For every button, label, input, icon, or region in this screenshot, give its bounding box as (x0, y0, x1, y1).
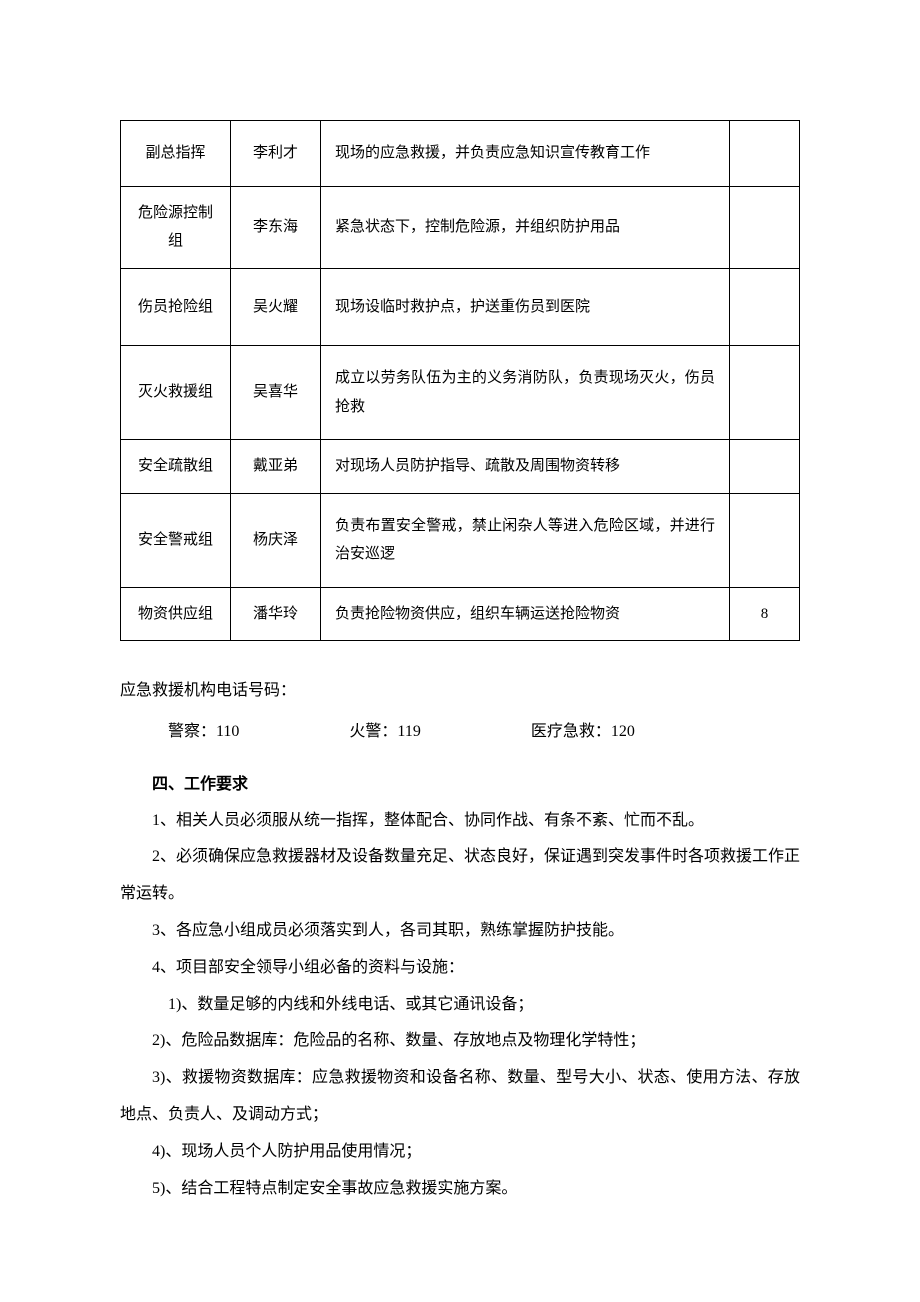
phone-intro: 应急救援机构电话号码： (120, 673, 800, 710)
cell-role: 危险源控制组 (121, 186, 231, 268)
section4-subitem: 2)、危险品数据库：危险品的名称、数量、存放地点及物理化学特性； (120, 1023, 800, 1060)
cell-role: 副总指挥 (121, 121, 231, 187)
cell-num (730, 440, 800, 494)
section4-subitem: 4)、现场人员个人防护用品使用情况； (120, 1134, 800, 1171)
section4-item: 2、必须确保应急救援器材及设备数量充足、状态良好，保证遇到突发事件时各项救援工作… (120, 839, 800, 913)
table-row: 灭火救援组吴喜华成立以劳务队伍为主的义务消防队，负责现场灭火，伤员抢救 (121, 346, 800, 440)
section4-item: 4、项目部安全领导小组必备的资料与设施： (120, 950, 800, 987)
phone-medical: 医疗急救：120 (531, 714, 635, 751)
cell-desc: 负责布置安全警戒，禁止闲杂人等进入危险区域，并进行治安巡逻 (321, 493, 730, 587)
cell-name: 吴喜华 (231, 346, 321, 440)
section4-body: 1、相关人员必须服从统一指挥，整体配合、协同作战、有条不紊、忙而不乱。2、必须确… (120, 803, 800, 1208)
section4-item: 1、相关人员必须服从统一指挥，整体配合、协同作战、有条不紊、忙而不乱。 (120, 803, 800, 840)
section4-subitem: 1)、数量足够的内线和外线电话、或其它通讯设备； (120, 987, 800, 1024)
cell-name: 李东海 (231, 186, 321, 268)
phone-fire: 火警：119 (349, 714, 420, 751)
table-row: 物资供应组潘华玲负责抢险物资供应，组织车辆运送抢险物资8 (121, 587, 800, 641)
section4-title: 四、工作要求 (120, 769, 800, 801)
table-row: 伤员抢险组吴火耀现场设临时救护点，护送重伤员到医院 (121, 268, 800, 346)
cell-name: 杨庆泽 (231, 493, 321, 587)
cell-name: 李利才 (231, 121, 321, 187)
cell-role: 灭火救援组 (121, 346, 231, 440)
cell-num: 8 (730, 587, 800, 641)
table-row: 副总指挥李利才现场的应急救援，并负责应急知识宣传教育工作 (121, 121, 800, 187)
table-row: 安全疏散组戴亚弟对现场人员防护指导、疏散及周围物资转移 (121, 440, 800, 494)
cell-desc: 对现场人员防护指导、疏散及周围物资转移 (321, 440, 730, 494)
section4-item: 3、各应急小组成员必须落实到人，各司其职，熟练掌握防护技能。 (120, 913, 800, 950)
cell-role: 伤员抢险组 (121, 268, 231, 346)
table-row: 危险源控制组李东海紧急状态下，控制危险源，并组织防护用品 (121, 186, 800, 268)
cell-name: 潘华玲 (231, 587, 321, 641)
emergency-team-table: 副总指挥李利才现场的应急救援，并负责应急知识宣传教育工作危险源控制组李东海紧急状… (120, 120, 800, 641)
cell-num (730, 493, 800, 587)
cell-role: 物资供应组 (121, 587, 231, 641)
cell-name: 吴火耀 (231, 268, 321, 346)
cell-role: 安全疏散组 (121, 440, 231, 494)
cell-role: 安全警戒组 (121, 493, 231, 587)
cell-desc: 现场设临时救护点，护送重伤员到医院 (321, 268, 730, 346)
cell-desc: 负责抢险物资供应，组织车辆运送抢险物资 (321, 587, 730, 641)
cell-num (730, 186, 800, 268)
cell-desc: 现场的应急救援，并负责应急知识宣传教育工作 (321, 121, 730, 187)
phone-police: 警察：110 (168, 714, 239, 751)
phone-row: 警察：110 火警：119 医疗急救：120 (120, 714, 800, 751)
cell-name: 戴亚弟 (231, 440, 321, 494)
section4-subitem: 5)、结合工程特点制定安全事故应急救援实施方案。 (120, 1171, 800, 1208)
table-body: 副总指挥李利才现场的应急救援，并负责应急知识宣传教育工作危险源控制组李东海紧急状… (121, 121, 800, 641)
cell-desc: 紧急状态下，控制危险源，并组织防护用品 (321, 186, 730, 268)
cell-desc: 成立以劳务队伍为主的义务消防队，负责现场灭火，伤员抢救 (321, 346, 730, 440)
table-row: 安全警戒组杨庆泽负责布置安全警戒，禁止闲杂人等进入危险区域，并进行治安巡逻 (121, 493, 800, 587)
section4-subitem: 3)、救援物资数据库：应急救援物资和设备名称、数量、型号大小、状态、使用方法、存… (120, 1060, 800, 1134)
cell-num (730, 346, 800, 440)
cell-num (730, 268, 800, 346)
cell-num (730, 121, 800, 187)
